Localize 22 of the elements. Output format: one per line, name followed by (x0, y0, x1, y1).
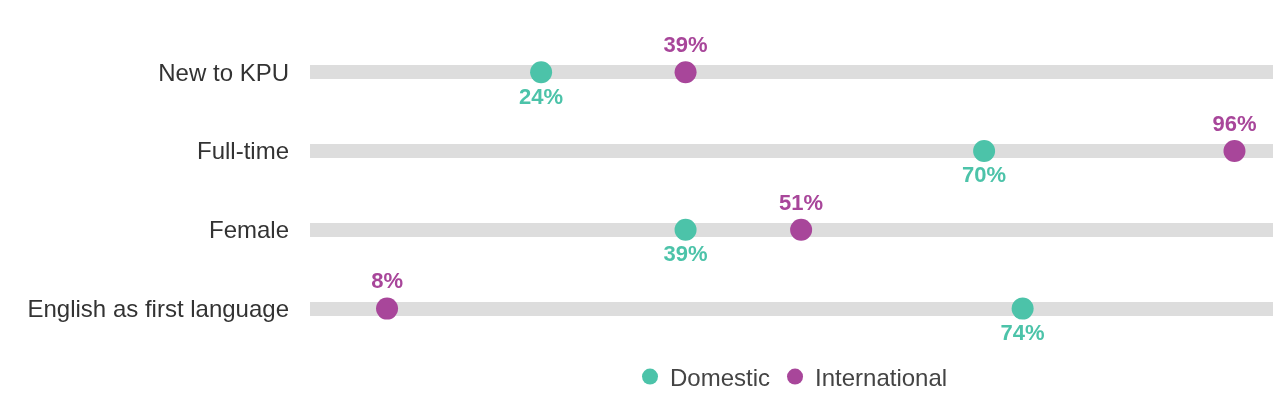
data-label: 39% (663, 32, 708, 58)
point (530, 61, 553, 84)
point (1011, 297, 1034, 320)
point (973, 140, 996, 163)
data-label: 96% (1212, 110, 1257, 136)
y-tick-label: New to KPU (158, 58, 289, 86)
point (674, 61, 697, 84)
data-label: 74% (1000, 319, 1045, 345)
point (1223, 140, 1246, 163)
point (790, 218, 813, 241)
data-label: 8% (371, 268, 403, 294)
data-label: 51% (779, 189, 824, 215)
legend-label: Domestic (670, 363, 771, 391)
data-label: 70% (962, 162, 1007, 188)
point (674, 218, 697, 241)
legend-label: International (815, 363, 948, 391)
data-label: 24% (519, 83, 564, 109)
data-label: 39% (663, 241, 708, 267)
y-tick-label: English as first language (27, 295, 289, 323)
y-tick-label: Female (208, 216, 289, 244)
point (376, 297, 399, 320)
y-tick-label: Full-time (196, 137, 289, 165)
